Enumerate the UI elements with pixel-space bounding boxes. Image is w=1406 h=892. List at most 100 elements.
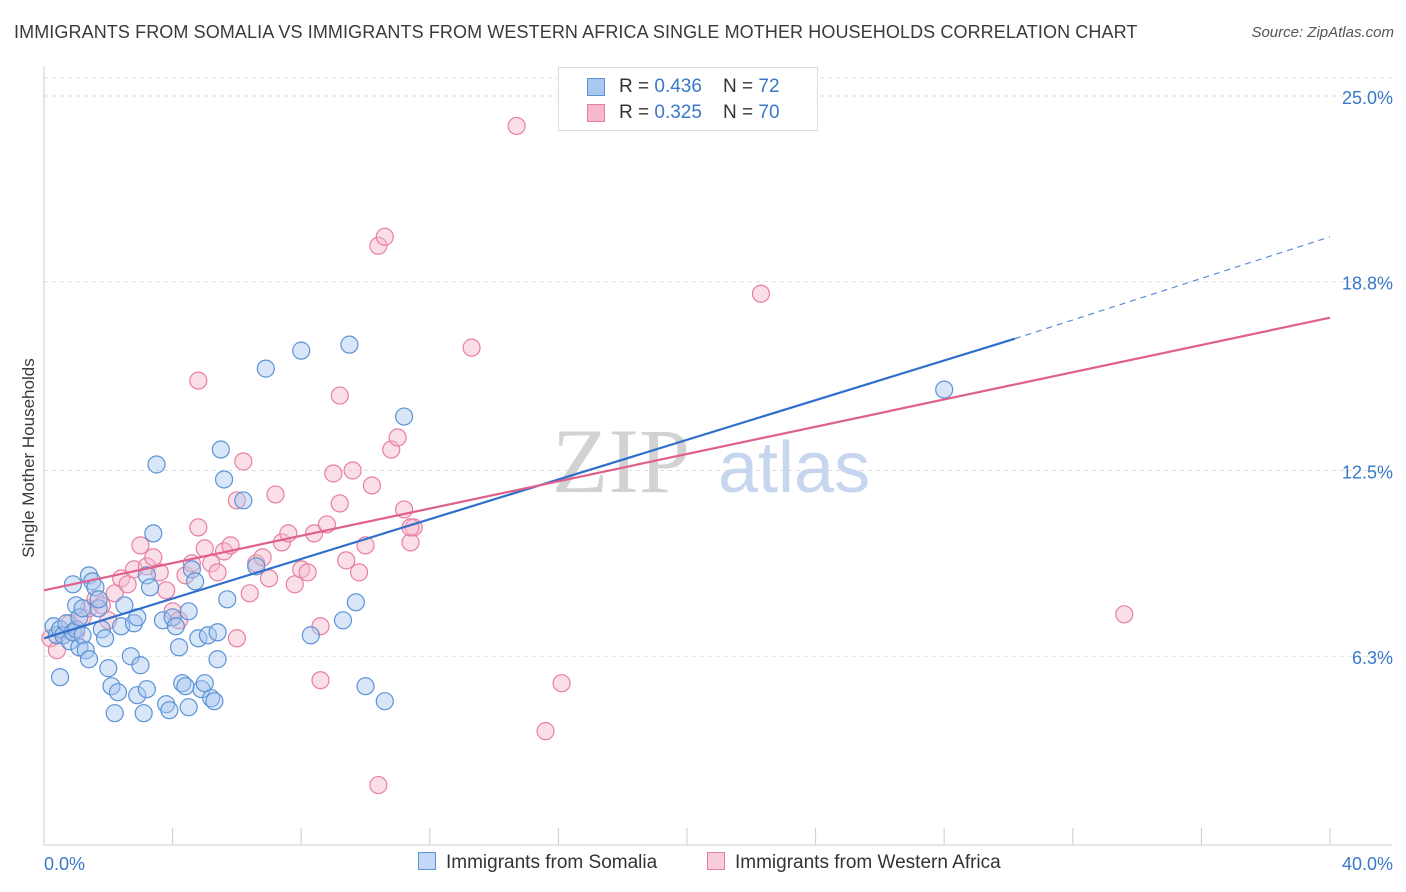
western-africa-point xyxy=(259,569,279,588)
somalia-point xyxy=(140,578,160,597)
somalia-point xyxy=(79,650,99,669)
western-africa-trend-line xyxy=(43,316,1331,592)
western-africa-point xyxy=(118,575,137,594)
tick-labels: 6.3% 12.5% 18.8% 25.0% 0.0% 40.0% xyxy=(44,88,1393,874)
western-africa-point xyxy=(330,494,349,513)
western-africa-point xyxy=(462,338,481,357)
somalia-point xyxy=(95,629,115,648)
somalia-point xyxy=(935,380,954,399)
western-africa-point xyxy=(234,452,253,471)
western-africa-point xyxy=(369,236,388,255)
somalia-points xyxy=(44,335,954,723)
western-africa-point xyxy=(369,775,388,795)
somalia-point xyxy=(128,686,147,705)
western-africa-point xyxy=(1115,605,1134,624)
western-africa-point xyxy=(324,464,343,483)
western-africa-point xyxy=(311,671,330,690)
bottom-legend-western-africa: Immigrants from Western Africa xyxy=(707,852,1001,874)
somalia-point xyxy=(301,626,320,645)
somalia-point xyxy=(99,659,118,678)
y-axis-label: Single Mother Households xyxy=(19,358,38,557)
somalia-point xyxy=(292,341,311,360)
western-africa-point xyxy=(189,371,208,390)
western-africa-point xyxy=(189,518,208,537)
western-africa-point xyxy=(144,548,163,567)
somalia-point xyxy=(173,674,192,693)
western-africa-point xyxy=(227,491,246,510)
somalia-point xyxy=(214,470,234,489)
somalia-point xyxy=(205,692,224,711)
somalia-point xyxy=(179,602,198,621)
somalia-r-label: R = xyxy=(619,76,655,97)
somalia-point xyxy=(89,590,108,609)
watermark-atlas: atlas xyxy=(718,428,870,508)
bottom-somalia-label: Immigrants from Somalia xyxy=(446,852,658,873)
somalia-point xyxy=(179,698,198,717)
somalia-point xyxy=(195,674,214,693)
western-africa-point xyxy=(105,584,124,603)
somalia-point xyxy=(144,524,163,543)
western-africa-point xyxy=(330,386,349,405)
western-africa-point xyxy=(349,563,369,582)
somalia-point xyxy=(256,359,275,378)
western-africa-point xyxy=(401,533,420,552)
bottom-wa-label: Immigrants from Western Africa xyxy=(735,852,1001,873)
western-africa-point xyxy=(507,116,526,136)
somalia-point xyxy=(211,440,230,459)
western-africa-point xyxy=(227,629,246,648)
somalia-n-label: N = xyxy=(723,76,759,97)
somalia-point xyxy=(186,572,205,591)
correlation-legend: R = 0.436 N = 72 R = 0.325 N = 70 xyxy=(558,67,818,131)
western-africa-point xyxy=(343,461,362,480)
somalia-point xyxy=(340,335,359,354)
western-africa-point xyxy=(337,551,356,570)
somalia-point xyxy=(218,590,237,609)
somalia-r-value: 0.436 xyxy=(654,76,702,97)
somalia-point xyxy=(131,656,150,675)
wa-n-label: N = xyxy=(723,102,759,123)
somalia-point xyxy=(137,680,156,699)
somalia-point xyxy=(182,560,201,579)
somalia-point xyxy=(234,491,253,510)
somalia-point xyxy=(176,677,195,696)
somalia-swatch xyxy=(587,78,605,96)
western-africa-point xyxy=(240,584,259,603)
western-africa-point xyxy=(285,575,304,594)
somalia-point xyxy=(147,455,166,474)
somalia-point xyxy=(73,599,92,618)
x-tick-label-max: 40.0% xyxy=(1342,854,1393,874)
somalia-trend-extension xyxy=(1014,236,1331,340)
somalia-point xyxy=(166,617,185,636)
western-africa-point xyxy=(552,674,571,693)
bottom-wa-swatch xyxy=(707,852,725,870)
somalia-point xyxy=(160,701,179,720)
somalia-point xyxy=(105,704,124,723)
somalia-n-value: 72 xyxy=(758,76,780,97)
somalia-point xyxy=(356,677,375,696)
western-africa-point xyxy=(253,548,272,567)
western-africa-point xyxy=(536,722,555,741)
somalia-point xyxy=(50,668,70,687)
axes xyxy=(43,66,1392,846)
western-africa-point xyxy=(751,284,771,303)
somalia-point xyxy=(375,692,394,711)
somalia-point xyxy=(134,704,153,723)
y-tick-label: 18.8% xyxy=(1342,274,1393,294)
y-tick-label: 25.0% xyxy=(1342,88,1393,108)
wa-r-value: 0.325 xyxy=(654,102,702,123)
trend-lines xyxy=(43,236,1331,640)
western-africa-point xyxy=(157,581,176,600)
western-africa-point xyxy=(362,476,382,495)
western-africa-point xyxy=(47,641,66,660)
western-africa-point xyxy=(131,536,150,555)
somalia-point xyxy=(394,407,414,426)
western-africa-point xyxy=(266,485,285,504)
source-label: Source: ZipAtlas.com xyxy=(1251,24,1394,41)
western-africa-point xyxy=(208,563,227,582)
western-africa-point xyxy=(388,428,407,447)
western-africa-point xyxy=(375,227,394,246)
wa-r-label: R = xyxy=(619,102,655,123)
wa-n-value: 70 xyxy=(758,102,780,123)
chart-title: IMMIGRANTS FROM SOMALIA VS IMMIGRANTS FR… xyxy=(14,22,1138,42)
